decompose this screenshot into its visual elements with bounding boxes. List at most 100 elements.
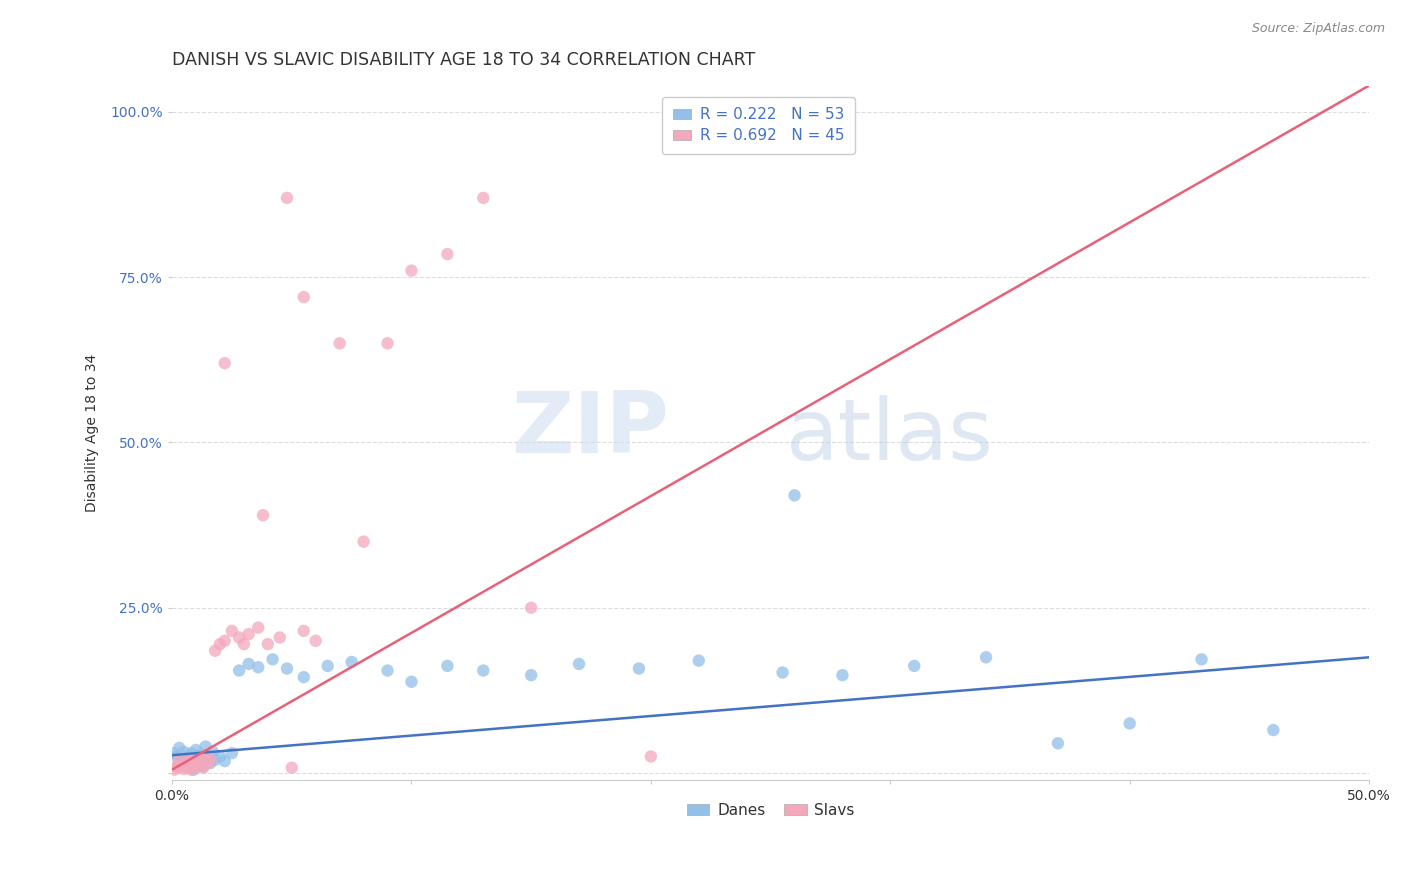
Point [228, 664, 250, 678]
Point [232, 637, 254, 651]
Point [173, 762, 195, 776]
Point [472, 664, 495, 678]
Point [221, 624, 243, 638]
Point [180, 754, 202, 768]
Text: DANISH VS SLAVIC DISABILITY AGE 18 TO 34 CORRELATION CHART: DANISH VS SLAVIC DISABILITY AGE 18 TO 34… [172, 51, 755, 69]
Point [180, 763, 202, 777]
Point [193, 759, 215, 773]
Point [166, 749, 188, 764]
Point [276, 661, 298, 675]
Point [167, 756, 190, 770]
Point [228, 631, 250, 645]
Legend: Danes, Slavs: Danes, Slavs [681, 797, 860, 824]
Point [238, 657, 260, 671]
Point [214, 633, 236, 648]
Point [180, 746, 202, 760]
Point [353, 534, 375, 549]
Point [340, 655, 363, 669]
Point [176, 759, 198, 773]
Point [184, 756, 207, 770]
Point [214, 754, 236, 768]
Point [1191, 652, 1213, 666]
Point [292, 290, 315, 304]
Point [204, 753, 226, 767]
Point [627, 661, 650, 675]
Point [173, 745, 195, 759]
Point [472, 191, 495, 205]
Point [177, 749, 200, 764]
Point [183, 751, 205, 765]
Point [520, 600, 543, 615]
Y-axis label: Disability Age 18 to 34: Disability Age 18 to 34 [86, 353, 100, 512]
Point [197, 756, 219, 770]
Point [187, 758, 209, 772]
Point [316, 659, 339, 673]
Point [184, 743, 207, 757]
Point [177, 758, 200, 772]
Point [688, 654, 710, 668]
Point [262, 652, 284, 666]
Point [221, 746, 243, 760]
Point [377, 336, 399, 351]
Point [176, 754, 198, 768]
Point [163, 746, 186, 760]
Point [194, 739, 217, 754]
Point [183, 763, 205, 777]
Text: atlas: atlas [786, 394, 994, 477]
Point [974, 650, 997, 665]
Point [783, 488, 806, 502]
Point [247, 621, 270, 635]
Point [305, 633, 328, 648]
Point [180, 761, 202, 775]
Point [238, 627, 260, 641]
Point [208, 637, 231, 651]
Point [640, 749, 662, 764]
Point [200, 756, 222, 770]
Point [201, 745, 224, 759]
Point [772, 665, 794, 680]
Point [401, 263, 423, 277]
Point [1118, 716, 1140, 731]
Point [520, 668, 543, 682]
Point [177, 761, 200, 775]
Text: ZIP: ZIP [512, 388, 669, 471]
Point [167, 761, 190, 775]
Point [214, 356, 236, 370]
Point [1263, 723, 1285, 737]
Point [252, 508, 274, 523]
Point [247, 660, 270, 674]
Point [269, 631, 291, 645]
Point [194, 749, 217, 764]
Point [173, 756, 195, 770]
Point [190, 754, 212, 768]
Point [167, 754, 190, 768]
Point [256, 637, 278, 651]
Point [204, 643, 226, 657]
Point [177, 753, 200, 767]
Point [193, 761, 215, 775]
Point [173, 759, 195, 773]
Point [281, 761, 304, 775]
Point [190, 753, 212, 767]
Point [163, 763, 186, 777]
Point [190, 747, 212, 762]
Point [197, 751, 219, 765]
Point [292, 670, 315, 684]
Point [329, 336, 352, 351]
Point [276, 191, 298, 205]
Point [831, 668, 853, 682]
Point [401, 674, 423, 689]
Point [183, 758, 205, 772]
Point [1046, 736, 1069, 750]
Point [167, 740, 190, 755]
Text: Source: ZipAtlas.com: Source: ZipAtlas.com [1251, 22, 1385, 36]
Point [200, 753, 222, 767]
Point [166, 759, 188, 773]
Point [436, 659, 458, 673]
Point [187, 759, 209, 773]
Point [292, 624, 315, 638]
Point [170, 753, 193, 767]
Point [436, 247, 458, 261]
Point [568, 657, 591, 671]
Point [208, 749, 231, 764]
